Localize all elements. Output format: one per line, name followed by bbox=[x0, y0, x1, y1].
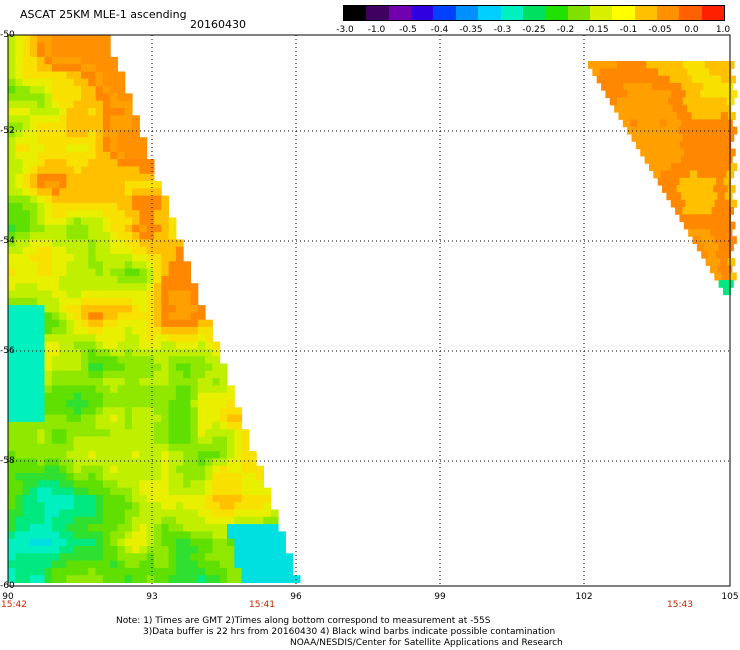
colorbar-ticks: -3.0 -1.0 -0.5 -0.4 -0.35 -0.3 -0.25 -0.2 -0.15-… bbox=[336, 25, 730, 37]
x-axis-labels: 90 93 96 99 102 105 bbox=[0, 592, 740, 604]
lon-label: 102 bbox=[575, 592, 593, 602]
note-line-1: Note: 1) Times are GMT 2)Times along bot… bbox=[116, 616, 491, 626]
colorbar-cell bbox=[366, 6, 389, 20]
colorbar-cell bbox=[433, 6, 456, 20]
colorbar-tick-label: -0.5 bbox=[399, 25, 417, 35]
colorbar-cell bbox=[455, 6, 479, 20]
lon-label: 93 bbox=[146, 592, 158, 602]
swath-right bbox=[588, 61, 738, 296]
colorbar-cell bbox=[634, 6, 658, 20]
map-frame bbox=[7, 34, 731, 587]
colorbar-cell bbox=[612, 6, 635, 20]
colorbar-tick-label: -0.2 bbox=[556, 25, 575, 35]
colorbar-cell bbox=[701, 6, 725, 20]
lat-label: -56 bbox=[0, 346, 15, 356]
colorbar-tick-label: 0.0 bbox=[684, 25, 699, 35]
swath-left bbox=[8, 35, 301, 583]
time-labels: 15:42 15:41 15:43 bbox=[0, 600, 740, 612]
colorbar-tick-label: -0.05 bbox=[648, 25, 672, 35]
lon-label: 90 bbox=[2, 592, 14, 602]
time-label: 15:41 bbox=[249, 600, 275, 610]
note-line-3: NOAA/NESDIS/Center for Satellite Applica… bbox=[290, 638, 563, 648]
colorbar-cell bbox=[500, 6, 523, 20]
colorbar-tick-label: 1.0 bbox=[715, 25, 731, 35]
colorbar-cell bbox=[679, 6, 702, 20]
lat-label: -52 bbox=[0, 126, 15, 136]
colorbar-tick-label: -0.15 bbox=[585, 25, 609, 35]
lat-label: -60 bbox=[0, 581, 15, 591]
lat-label: -50 bbox=[0, 30, 15, 40]
colorbar-cell bbox=[545, 6, 568, 20]
colorbar-cell bbox=[478, 6, 501, 20]
colorbar-tick-label: -0.4 bbox=[430, 25, 449, 35]
colorbar-tick-label: -3.0 bbox=[336, 25, 354, 35]
chart-title: ASCAT 25KM MLE-1 ascending bbox=[20, 8, 187, 21]
time-label: 15:42 bbox=[1, 600, 27, 610]
colorbar-cell bbox=[411, 6, 434, 20]
lon-label: 105 bbox=[721, 592, 739, 602]
colorbar-cell bbox=[589, 6, 613, 20]
lon-label: 96 bbox=[290, 592, 302, 602]
colorbar-tick-label: -1.0 bbox=[367, 25, 386, 35]
y-axis-labels: -50 -52 -54 -56 -58 -60 bbox=[0, 0, 20, 650]
colorbar-cell bbox=[344, 6, 367, 20]
colorbar-tick-label: -0.3 bbox=[493, 25, 512, 35]
colorbar-tick-label: -0.25 bbox=[522, 25, 546, 35]
colorbar-cell bbox=[522, 6, 546, 20]
note-line-2: 3)Data buffer is 22 hrs from 20160430 4)… bbox=[143, 627, 556, 637]
time-label: 15:43 bbox=[667, 600, 693, 610]
lat-label: -54 bbox=[0, 236, 15, 246]
lat-label: -58 bbox=[0, 456, 15, 466]
chart-date: 20160430 bbox=[190, 18, 246, 31]
colorbar-cell bbox=[567, 6, 590, 20]
colorbar-cell bbox=[388, 6, 412, 20]
lon-label: 99 bbox=[434, 592, 446, 602]
colorbar-cell bbox=[657, 6, 680, 20]
colorbar-tick-label: -0.1 bbox=[619, 25, 638, 35]
colorbar-tick-label: -0.35 bbox=[459, 25, 483, 35]
colorbar bbox=[343, 5, 725, 21]
